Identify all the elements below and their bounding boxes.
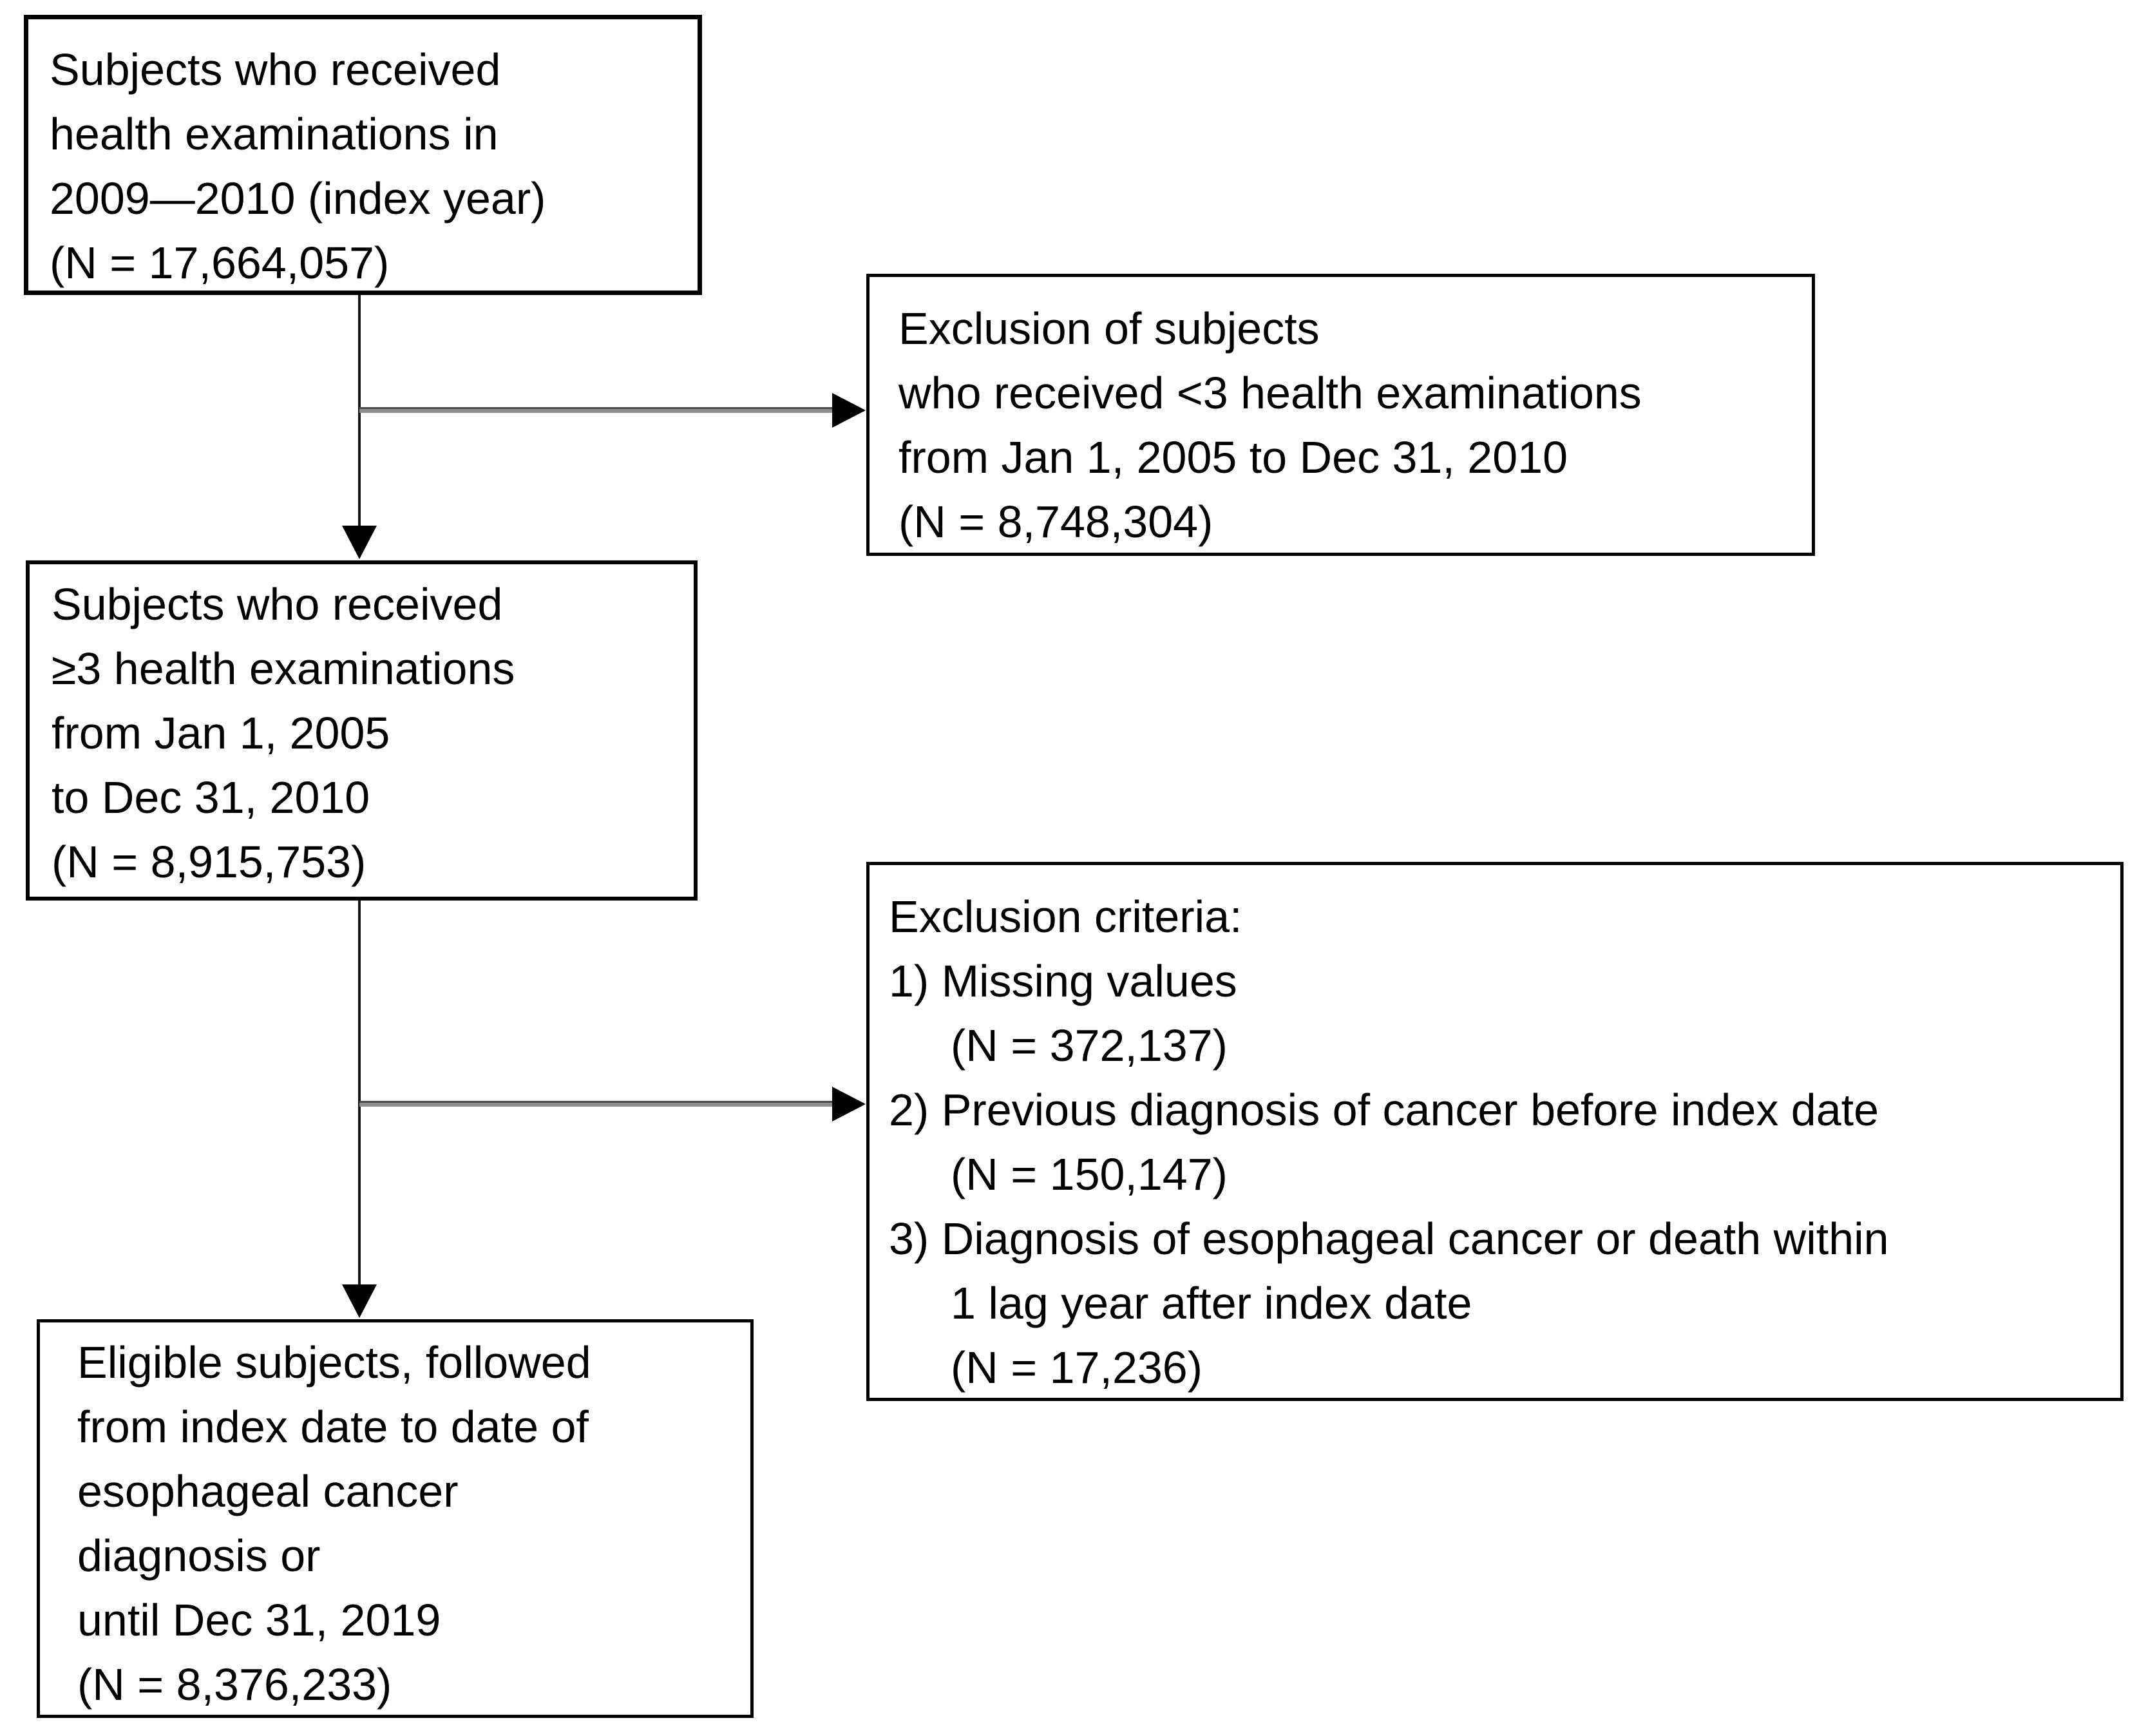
box-line: from index date to date of [77, 1402, 589, 1452]
box-line: until Dec 31, 2019 [77, 1595, 441, 1645]
flow-box-ge3-exams-cohort: Subjects who received ≥3 health examinat… [26, 560, 698, 901]
box-line: Subjects who received [52, 579, 503, 629]
arrowhead-right-2-icon [832, 1087, 866, 1121]
flow-box-initial-cohort: Subjects who received health examination… [24, 15, 702, 295]
box-line: (N = 8,915,753) [52, 837, 366, 887]
flow-box-eligible-subjects: Eligible subjects, followed from index d… [37, 1319, 754, 1718]
box-line: (N = 17,236) [951, 1342, 1203, 1393]
box-line: 3) Diagnosis of esophageal cancer or dea… [889, 1214, 1889, 1264]
box-line: Subjects who received [50, 44, 501, 95]
box-line: from Jan 1, 2005 to Dec 31, 2010 [898, 432, 1568, 482]
box-line: (N = 372,137) [951, 1020, 1228, 1071]
box-line: (N = 8,748,304) [898, 497, 1213, 547]
connector-branch-1 [359, 407, 834, 413]
box-line: esophageal cancer [77, 1466, 459, 1516]
box-line: 2) Previous diagnosis of cancer before i… [889, 1085, 1879, 1135]
box-line: health examinations in [50, 109, 499, 159]
box-line: 2009—2010 (index year) [50, 173, 546, 224]
connector-branch-2 [359, 1101, 834, 1107]
flow-box-exclusion-lt3-exams: Exclusion of subjects who received <3 he… [866, 274, 1815, 556]
box-line: from Jan 1, 2005 [52, 708, 390, 758]
box-line: who received <3 health examinations [898, 368, 1642, 418]
box-line: Exclusion of subjects [898, 303, 1320, 354]
box-line: ≥3 health examinations [52, 644, 515, 694]
box-line: 1 lag year after index date [951, 1278, 1472, 1328]
arrowhead-down-2-icon [342, 1284, 377, 1318]
box-line: 1) Missing values [889, 956, 1237, 1006]
arrowhead-down-1-icon [342, 526, 377, 559]
box-line: diagnosis or [77, 1531, 321, 1581]
box-line: (N = 150,147) [951, 1149, 1228, 1199]
box-line: Exclusion criteria: [889, 892, 1242, 942]
box-line: Eligible subjects, followed [77, 1337, 591, 1388]
arrowhead-right-1-icon [832, 393, 866, 428]
box-line: to Dec 31, 2010 [52, 772, 370, 823]
flow-box-exclusion-criteria: Exclusion criteria: 1) Missing values (N… [866, 862, 2124, 1401]
connector-vertical-2 [358, 900, 361, 1285]
box-line: (N = 8,376,233) [77, 1659, 392, 1710]
box-line: (N = 17,664,057) [50, 238, 390, 288]
